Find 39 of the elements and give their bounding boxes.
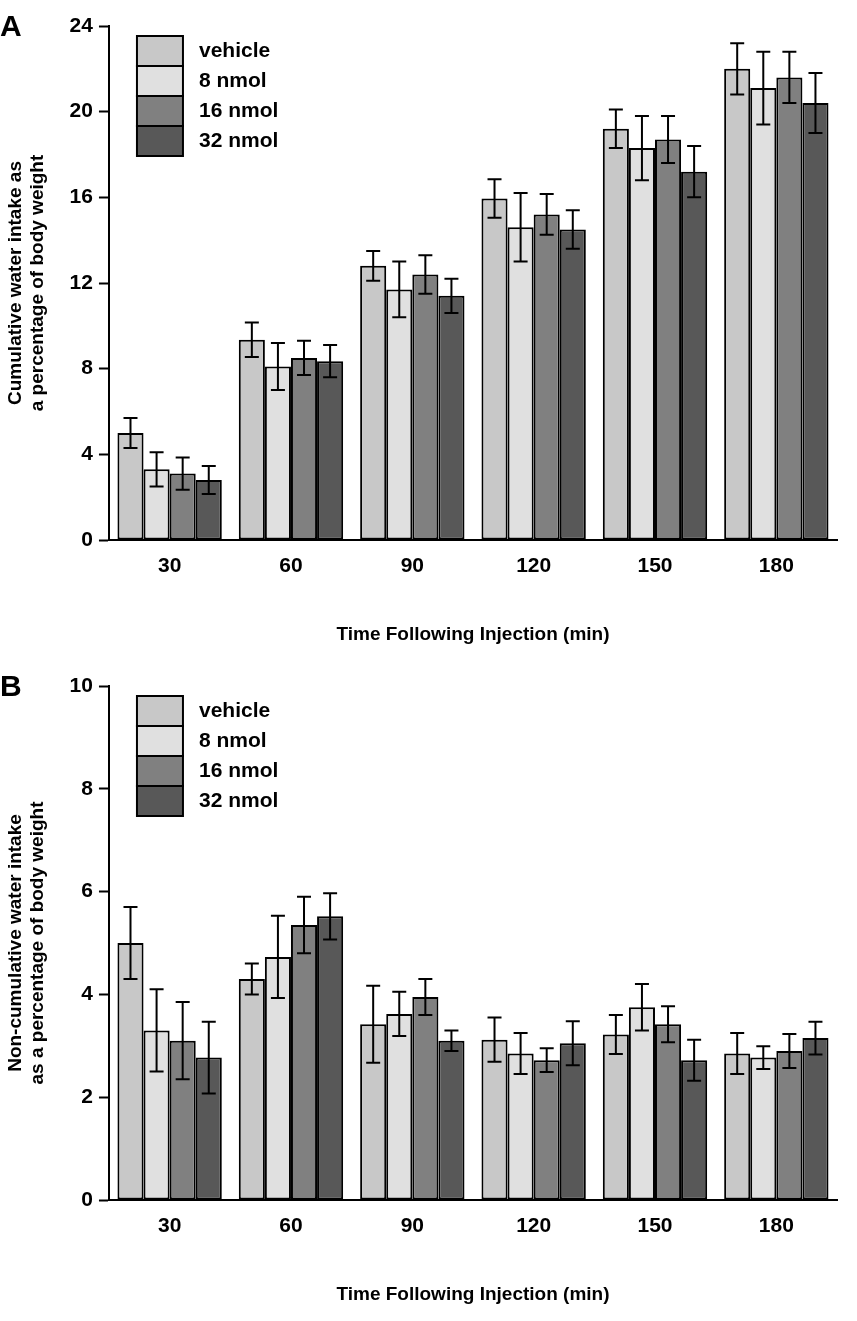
- x-axis-title: Time Following Injection (min): [336, 1282, 610, 1304]
- x-tick-label: 60: [279, 1213, 303, 1237]
- y-tick-label: 20: [69, 98, 93, 122]
- y-tick-label: 8: [81, 355, 94, 379]
- y-tick-label: 16: [69, 184, 93, 208]
- y-axis-title: Cumulative water intake as a percentage of body weight: [3, 154, 48, 412]
- legend-label: vehicle: [198, 37, 271, 61]
- y-tick-label: 24: [69, 12, 94, 36]
- y-tick-label: 6: [81, 878, 93, 902]
- y-tick-label: 8: [81, 775, 94, 799]
- x-tick-label: 90: [400, 1213, 424, 1237]
- x-tick-label: 120: [516, 553, 552, 577]
- legend-label: vehicle: [198, 697, 271, 721]
- y-tick-label: 0: [81, 526, 93, 550]
- chart-title: B: [0, 669, 22, 703]
- legend-label: 16 nmol: [198, 97, 279, 121]
- y-axis-title: Non-cumulative water intake as a percentage of body weight: [3, 800, 48, 1085]
- x-tick-label: 180: [758, 1213, 794, 1237]
- x-tick-label: 60: [279, 553, 303, 577]
- x-tick-label: 90: [400, 553, 424, 577]
- legend-label: 16 nmol: [198, 757, 279, 781]
- x-tick-label: 120: [516, 1213, 552, 1237]
- y-tick-label: 10: [69, 672, 93, 696]
- x-tick-label: 30: [157, 1213, 182, 1237]
- legend-label: 32 nmol: [198, 787, 279, 811]
- chart-title: A: [0, 9, 22, 43]
- y-tick-label: 2: [81, 1084, 93, 1107]
- legend-label: 32 nmol: [198, 127, 279, 151]
- y-tick-label: 4: [81, 441, 94, 465]
- x-axis-title: Time Following Injection (min): [336, 622, 610, 644]
- y-tick-label: 12: [69, 269, 93, 293]
- x-tick-label: 30: [157, 553, 182, 577]
- y-tick-label: 0: [81, 1186, 93, 1210]
- x-tick-label: 180: [758, 553, 794, 577]
- x-tick-label: 150: [637, 553, 673, 577]
- y-tick-label: 4: [81, 981, 94, 1005]
- legend-label: 8 nmol: [198, 67, 267, 91]
- x-tick-label: 150: [637, 1213, 673, 1237]
- legend-label: 8 nmol: [198, 727, 267, 751]
